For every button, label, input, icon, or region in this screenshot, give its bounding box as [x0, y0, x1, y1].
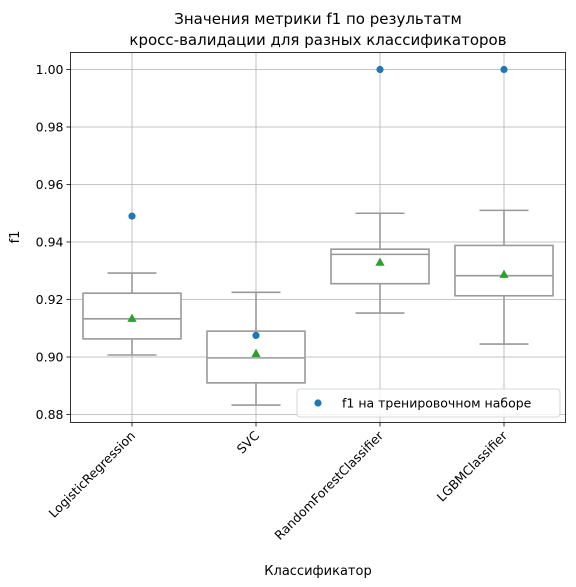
- box-plots: [82, 209, 554, 406]
- plot-frame: [70, 52, 566, 423]
- y-axis: 0.88 0.90 0.92 0.94 0.96 0.98 1.00: [36, 62, 71, 422]
- box-iqr-1: [206, 330, 306, 384]
- mean-marker-0: [127, 313, 137, 322]
- box-plot-1: [206, 291, 306, 406]
- chart-title-line-1: Значения метрики f1 по результатм: [174, 10, 462, 28]
- box-plot-2: [330, 212, 430, 314]
- y-tick-label-0: 0.88: [36, 407, 64, 422]
- grid-lines: [70, 52, 566, 423]
- y-tick-label-2: 0.92: [36, 292, 64, 307]
- y-tick-label-6: 1.00: [36, 62, 64, 77]
- train-point-0: [128, 212, 136, 220]
- y-axis-label: f1: [8, 231, 23, 244]
- train-point-3: [500, 65, 508, 74]
- chart-title-line-2: кросс-валидации для разных классификатор…: [129, 31, 506, 49]
- legend-label: f1 на тренировочном наборе: [342, 396, 532, 411]
- legend: f1 на тренировочном наборе: [296, 388, 561, 418]
- x-tick-label-1: SVC: [234, 428, 263, 457]
- mean-markers: [127, 257, 509, 357]
- x-tick-label-0: LogisticRegression: [46, 428, 139, 521]
- y-tick-label-1: 0.90: [36, 350, 64, 365]
- x-axis-label: Классификатор: [264, 564, 371, 579]
- legend-frame: [296, 388, 561, 418]
- train-point-1: [252, 331, 260, 340]
- train-point-2: [376, 65, 384, 74]
- x-axis: LogisticRegression SVC RandomForestClassif…: [46, 422, 511, 543]
- legend-marker: [314, 399, 322, 407]
- mean-marker-1: [251, 348, 261, 357]
- y-tick-label-4: 0.96: [36, 177, 64, 192]
- mean-marker-2: [375, 257, 385, 266]
- mean-marker-3: [499, 269, 509, 278]
- y-tick-label-5: 0.98: [36, 120, 64, 135]
- train-points: [128, 65, 508, 340]
- y-tick-label-3: 0.94: [36, 235, 64, 250]
- x-tick-label-2: RandomForestClassifier: [271, 427, 386, 542]
- x-tick-label-3: LGBMClassifier: [434, 427, 511, 504]
